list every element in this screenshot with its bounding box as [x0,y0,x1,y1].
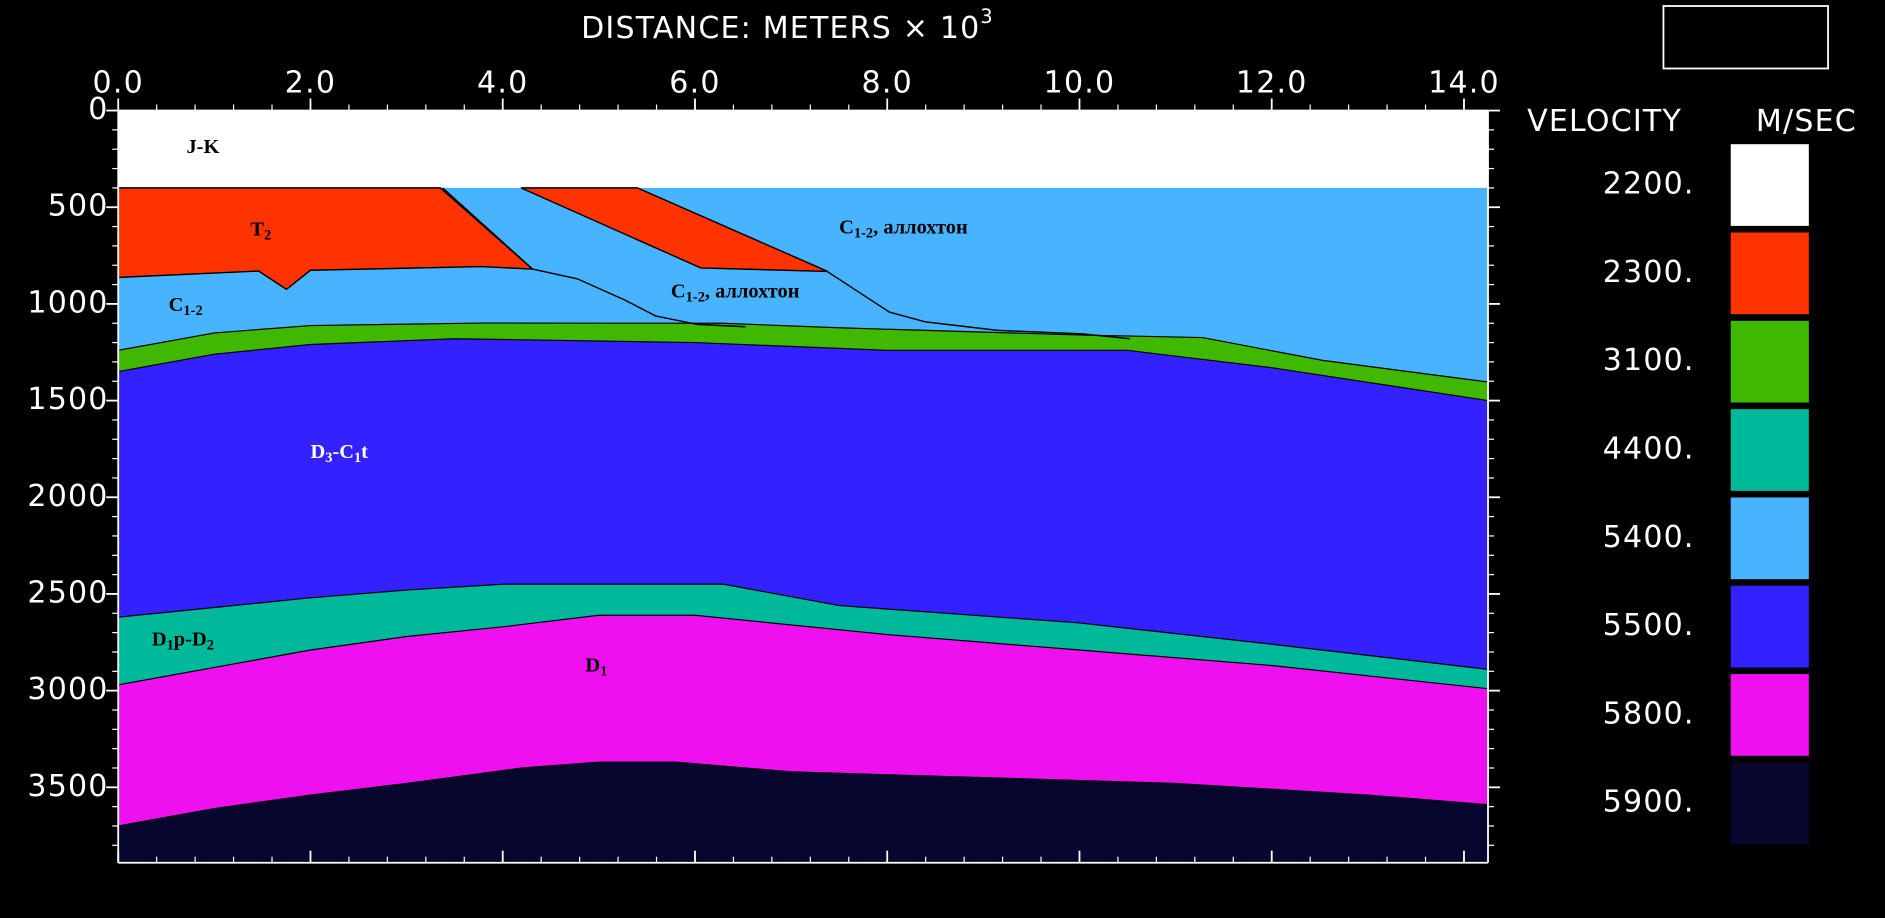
x-tick-label: 2.0 [285,66,336,101]
x-tick-label: 6.0 [669,66,720,101]
legend-label: 5500. [1603,608,1695,643]
annotation-text: J-K [186,136,219,158]
x-tick-label: 4.0 [477,66,528,101]
chart: J-KT2C1-2C1-2, аллохтонC1-2, аллохтонD3-… [0,0,1885,918]
y-tick-label: 3000 [27,672,108,707]
subscript: 1-2 [854,226,873,242]
annotation: D1p-D2 [152,628,214,654]
annotation-text: , аллохтон [873,216,968,238]
subscript: 2 [207,638,214,654]
subscript: 1 [354,450,361,466]
legend-swatch [1731,233,1809,315]
legend-title: VELOCITY [1527,104,1682,139]
annotation-text: C [169,294,184,316]
annotation-text: C [839,216,854,238]
subscript: 1 [600,664,607,680]
annotation-text: p-D [174,628,207,650]
subscript: 3 [325,450,332,466]
legend-label: 5800. [1603,696,1695,731]
y-tick-label: 2000 [27,479,108,514]
y-tick-label: 0 [88,92,108,127]
annotation: J-K [186,136,219,158]
legend-unit: M/SEC [1756,104,1857,139]
y-tick-label: 2500 [27,575,108,610]
legend-swatch [1731,144,1809,226]
x-axis-title-text: DISTANCE: METERS × 10 [581,10,980,45]
annotation-text: T [250,218,264,240]
legend-swatch [1731,409,1809,491]
legend-swatch [1731,321,1809,403]
subscript: 1-2 [686,290,705,306]
y-tick-label: 500 [48,189,109,224]
x-tick-label: 8.0 [862,66,913,101]
legend-swatch [1731,586,1809,668]
y-tick-label: 1500 [27,382,108,417]
annotation-text: D [310,440,325,462]
legend-label: 4400. [1603,431,1695,466]
legend-label: 2300. [1603,255,1695,290]
x-tick-label: 10.0 [1044,66,1116,101]
y-tick-label: 1000 [27,285,108,320]
x-tick-label: 14.0 [1428,66,1500,101]
page: {"chart_data": { "type": "velocity-secti… [0,0,1885,918]
x-axis-title: DISTANCE: METERS × 103 [581,4,994,45]
legend-label: 5400. [1603,520,1695,555]
subscript: 1 [167,638,174,654]
annotation-text: , аллохтон [705,280,800,302]
annotation-text: C [671,280,686,302]
subscript: 1-2 [183,303,202,319]
annotation-text: D [152,628,167,650]
subscript: 2 [264,228,271,244]
annotation-text: -C [332,440,354,462]
x-axis-title-sup: 3 [980,4,993,27]
y-tick-label: 3500 [27,769,108,804]
legend-swatch [1731,762,1809,844]
annotation-text: t [361,440,368,462]
legend-label: 5900. [1603,785,1695,820]
x-tick-label: 12.0 [1236,66,1308,101]
legend-label: 2200. [1603,167,1695,202]
legend-label: 3100. [1603,343,1695,378]
legend-swatch [1731,497,1809,579]
annotation-text: D [585,654,600,676]
legend-swatch [1731,674,1809,756]
